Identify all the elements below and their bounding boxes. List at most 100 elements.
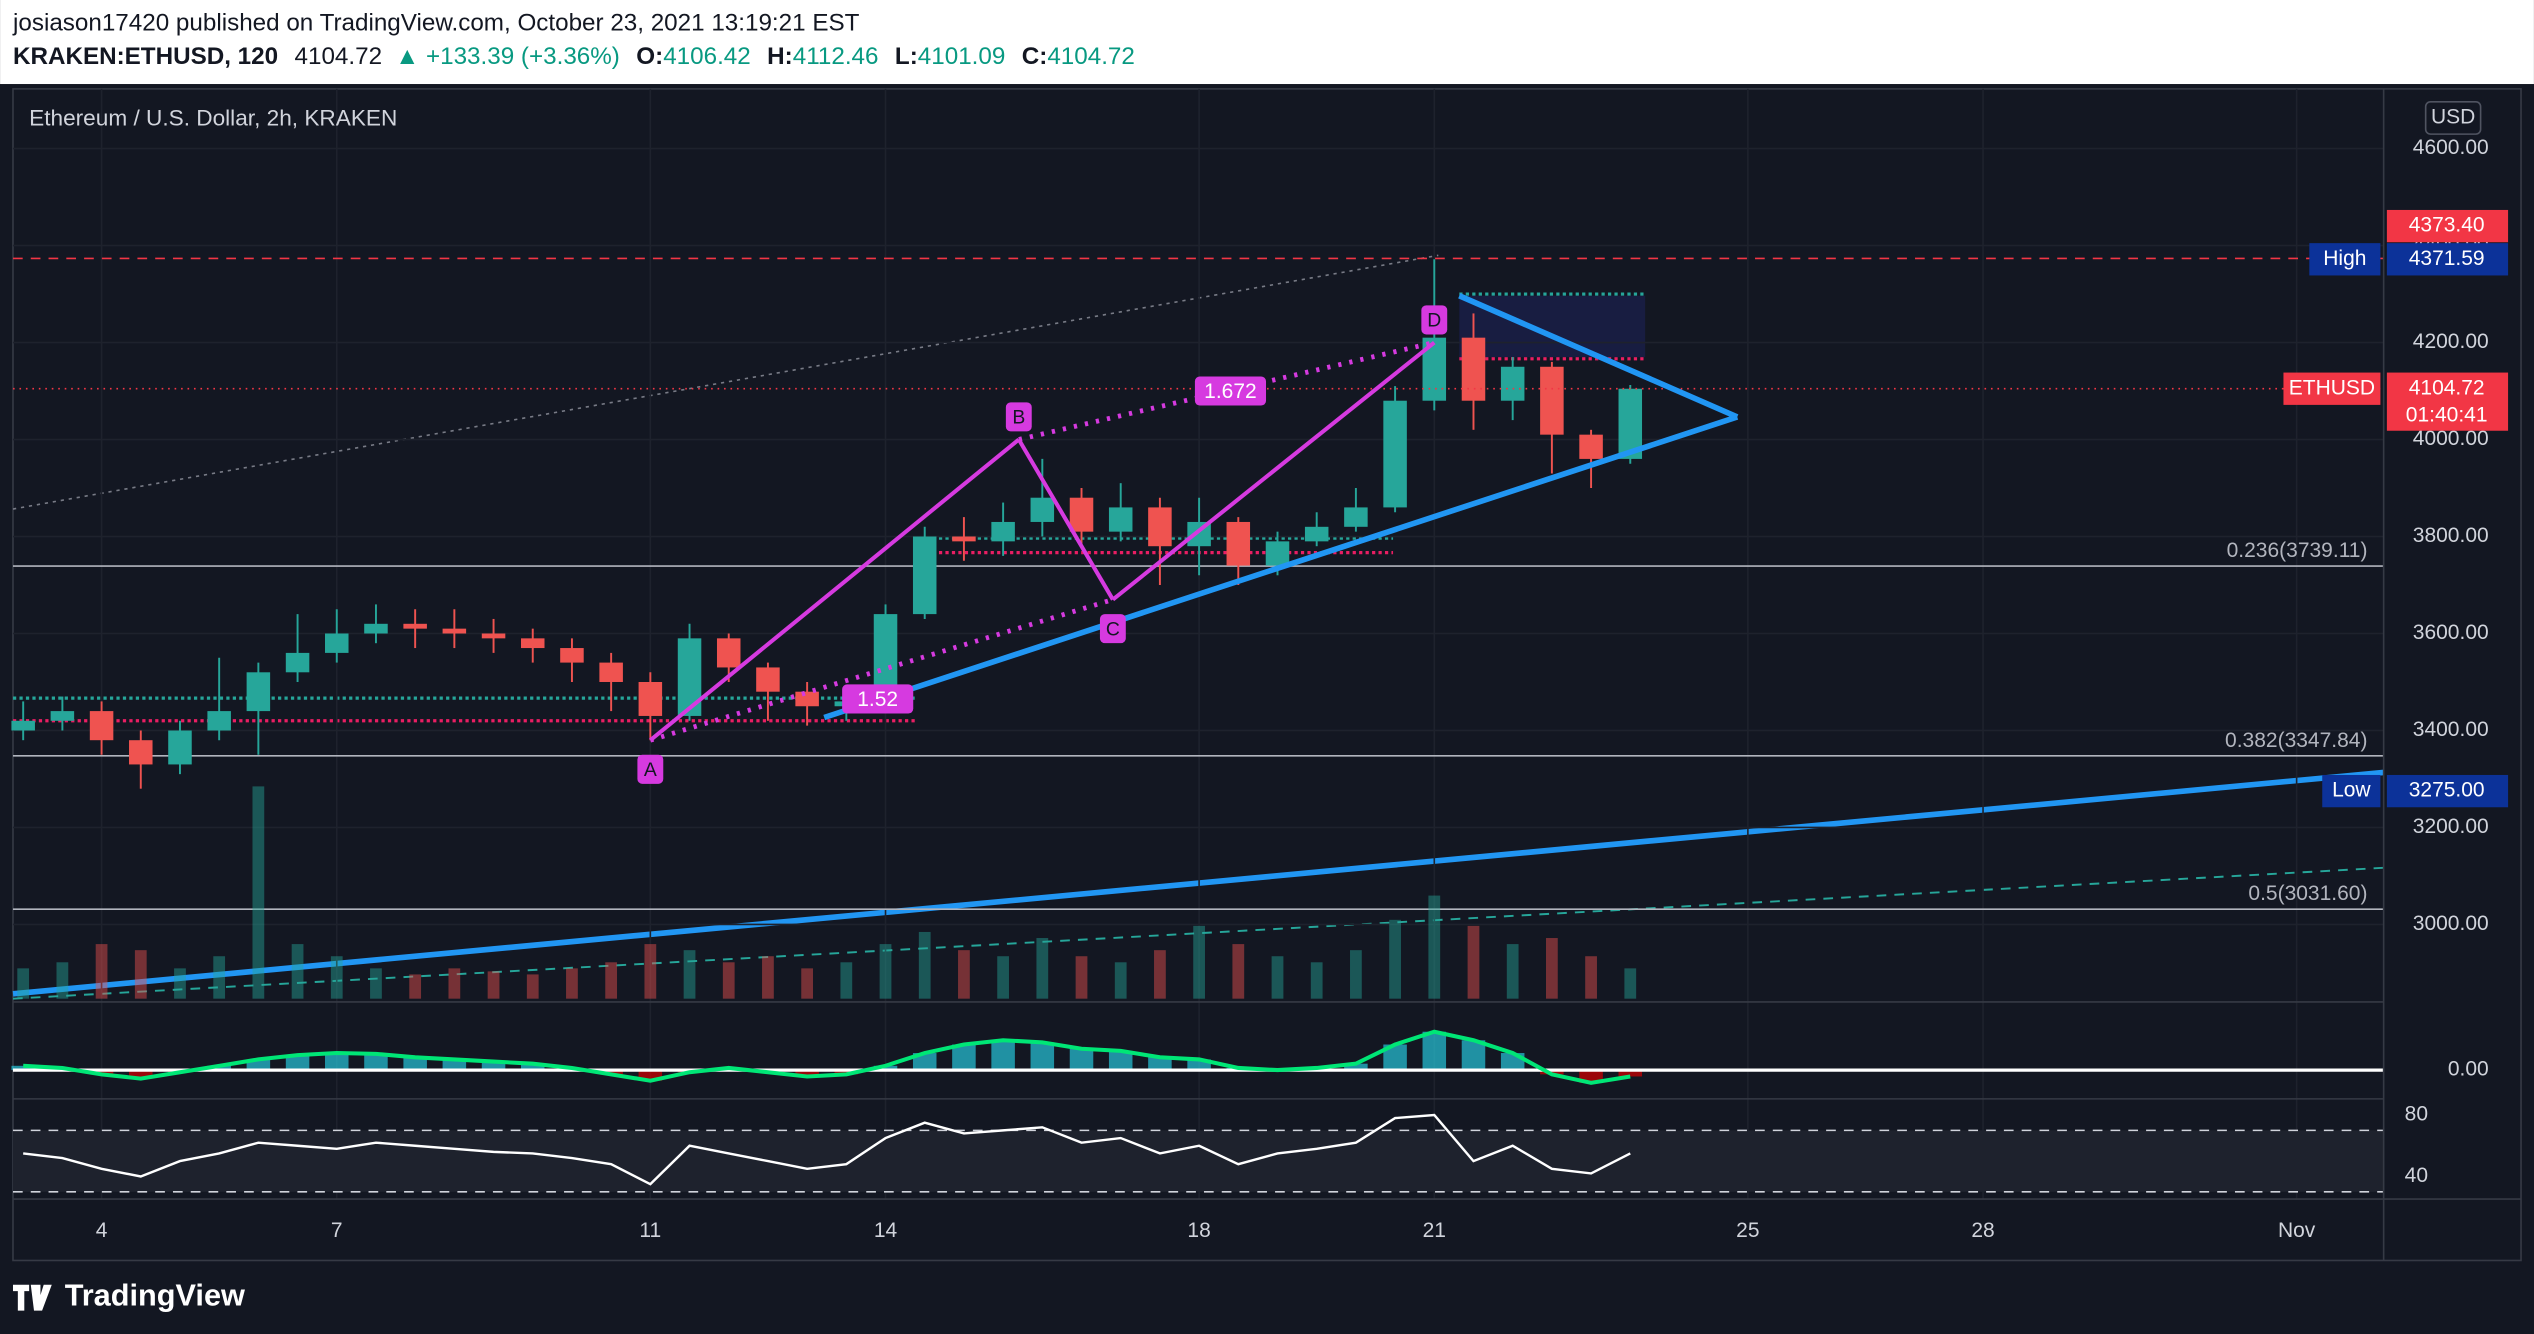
price-label: 3275.00 — [2409, 779, 2485, 802]
rsi-tick-label: 80 — [2405, 1103, 2428, 1126]
candle-body — [560, 648, 584, 663]
candle-body — [1265, 541, 1290, 566]
candle-body — [638, 681, 663, 716]
volume-bar — [448, 968, 461, 999]
header-bar — [0, 0, 2534, 85]
macd-hist — [207, 1065, 231, 1071]
price-tag-box — [2322, 774, 2381, 808]
candle-body — [520, 638, 545, 649]
candle-body — [50, 711, 75, 721]
volume-bar — [409, 974, 422, 999]
ratio-box — [842, 684, 914, 714]
volume-bar — [1546, 938, 1558, 999]
candle-body — [1069, 497, 1094, 532]
macd-hist — [834, 1070, 859, 1075]
ratio-label: 1.672 — [1204, 380, 1257, 403]
logo — [12, 1284, 52, 1311]
macd-hist — [1618, 1070, 1643, 1077]
fib-label: 0.5(3031.60) — [2248, 882, 2367, 905]
candle-body — [952, 536, 976, 542]
volume-bar — [134, 950, 147, 999]
macd-hist — [952, 1044, 976, 1071]
price-label: 4104.72 — [2409, 376, 2485, 399]
candle-body — [1422, 337, 1447, 401]
volume-bar — [526, 974, 539, 999]
volume-bar — [722, 962, 735, 999]
candle-body — [599, 662, 623, 682]
macd-hist — [364, 1053, 388, 1071]
price-label: 4373.40 — [2409, 214, 2485, 237]
x-tick-label: 7 — [331, 1219, 343, 1242]
candle-body — [716, 638, 741, 668]
candle-body — [991, 521, 1015, 542]
change: ▲ +133.39 (+3.36%) — [395, 44, 620, 71]
volume-bar — [487, 971, 500, 999]
macd-line — [23, 1029, 1631, 1085]
volume-bar — [1585, 956, 1597, 999]
x-tick-label: 11 — [639, 1219, 661, 1242]
volume-bar — [840, 962, 853, 999]
last-price: 4104.72 — [295, 44, 383, 71]
rsi-band — [12, 1130, 2384, 1192]
fib-label: 0.236(3739.11) — [2227, 539, 2368, 562]
x-tick-label: 21 — [1423, 1219, 1446, 1242]
volume-bar — [1271, 956, 1284, 999]
macd-hist — [1344, 1063, 1368, 1071]
macd-hist — [1461, 1040, 1486, 1071]
volume-bar — [1075, 956, 1088, 999]
volume-bar — [1114, 962, 1127, 999]
o-value: 4106.42 — [663, 44, 751, 71]
price-label: 4371.59 — [2409, 247, 2485, 270]
y-tick-label: 3000.00 — [2413, 912, 2489, 935]
macd-hist — [403, 1057, 427, 1071]
o-label: O: — [636, 44, 663, 71]
volume-bar — [1624, 968, 1637, 999]
candle-body — [325, 633, 349, 653]
candle-body — [364, 623, 388, 634]
currency[interactable]: USD — [2431, 106, 2475, 129]
macd-hist — [246, 1059, 271, 1071]
macd-hist — [129, 1070, 153, 1079]
pattern-point-box — [637, 754, 664, 784]
zone — [1459, 295, 1646, 358]
macd-hist — [795, 1070, 819, 1077]
volume-bar — [330, 956, 343, 999]
volume-bar — [1389, 919, 1401, 999]
price-tag-box — [2283, 372, 2381, 405]
volume-bar — [683, 950, 696, 999]
candle-body — [1461, 337, 1486, 401]
macd-hist — [1108, 1050, 1133, 1071]
price-label-box — [2386, 209, 2509, 243]
y-tick-label: 4600.00 — [2413, 136, 2489, 159]
l-label: L: — [895, 44, 918, 71]
candle-body — [1148, 507, 1172, 547]
volume-bar — [291, 944, 304, 999]
pattern-leg — [1111, 340, 1436, 602]
y-tick-label: 3800.00 — [2413, 524, 2489, 547]
price-tag: High — [2323, 247, 2366, 270]
pattern-leg — [649, 437, 1021, 742]
candle-body — [89, 711, 114, 741]
overlay: 3000.00 3200.00 3400.00 3600.00 3800.00 4000.… — [12, 136, 2509, 1242]
pattern-point-box — [1005, 402, 1032, 432]
price-tag-box — [2309, 243, 2381, 276]
triangle-lower — [823, 414, 1739, 721]
triangle — [823, 293, 1739, 721]
price-label-box — [2386, 774, 2509, 808]
ratio-label: 1.52 — [857, 688, 898, 711]
volume-bar — [1350, 950, 1362, 999]
macd-hist — [1383, 1044, 1407, 1071]
x-tick-label: 14 — [874, 1219, 898, 1242]
pattern-leg — [1017, 438, 1115, 601]
currency-box[interactable] — [2424, 100, 2482, 135]
candle-body — [285, 652, 310, 673]
volume-bar — [958, 950, 970, 999]
candle-body — [1500, 366, 1525, 401]
macd-tick-label: 0.00 — [2448, 1058, 2489, 1081]
x-tick-label: Nov — [2278, 1219, 2316, 1242]
brand: TradingView — [65, 1278, 245, 1313]
x-tick-label: 28 — [1971, 1219, 1994, 1242]
volume-bar — [918, 931, 931, 999]
